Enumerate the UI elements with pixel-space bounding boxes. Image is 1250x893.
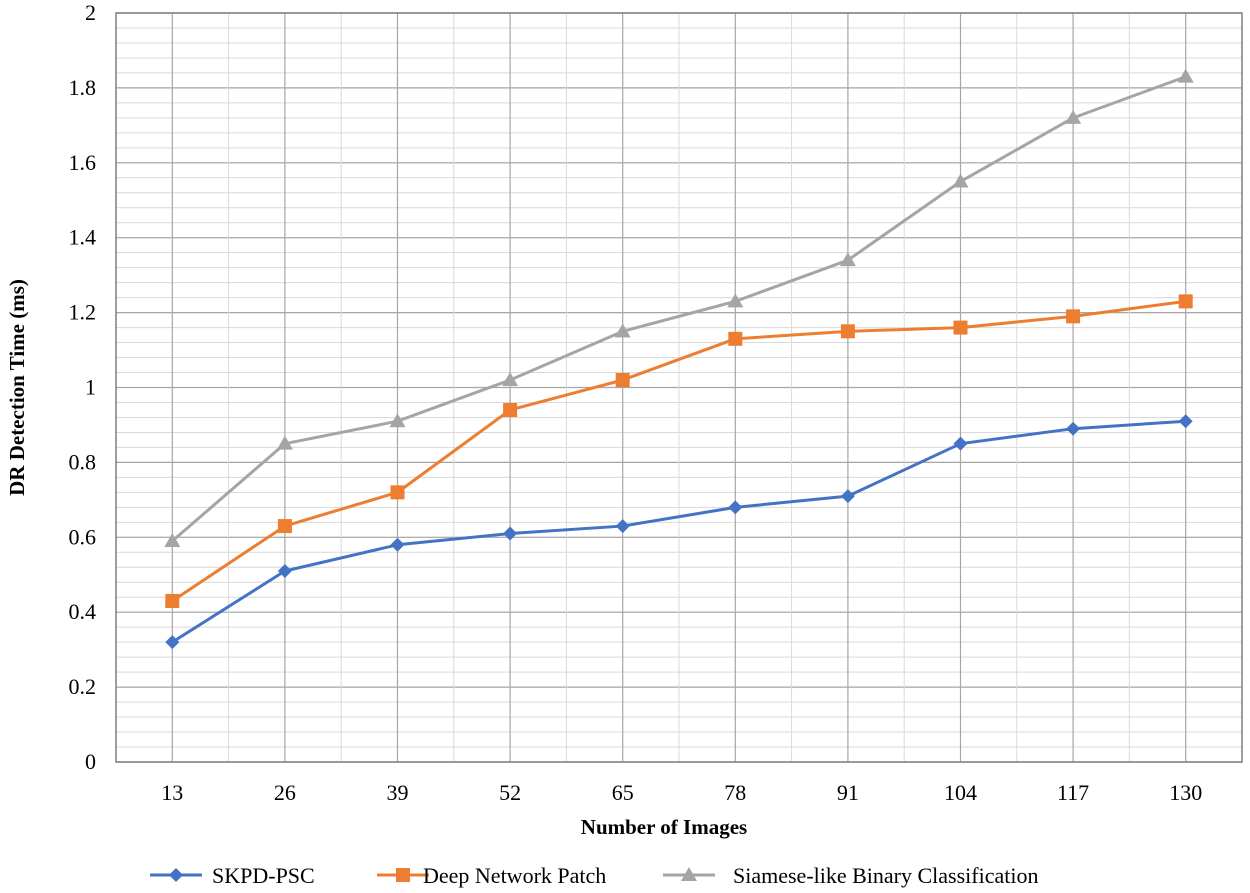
data-point xyxy=(276,435,293,450)
data-point xyxy=(277,564,292,579)
x-tick-label: 13 xyxy=(161,780,183,805)
data-point xyxy=(953,320,968,335)
data-point xyxy=(728,500,743,515)
grid-lines xyxy=(116,12,1242,763)
y-tick-label: 1.8 xyxy=(69,75,97,100)
plot-area-border xyxy=(115,12,1243,763)
series-deep-network-patch xyxy=(165,294,1193,608)
data-point xyxy=(840,324,855,339)
series-line xyxy=(171,299,1186,603)
data-point xyxy=(503,402,518,417)
y-tick-label: 0.6 xyxy=(69,524,97,549)
data-point xyxy=(165,593,180,608)
data-point xyxy=(502,372,519,387)
x-tick-label: 78 xyxy=(724,780,746,805)
legend-item: SKPD-PSC xyxy=(150,863,315,888)
legend-label: Siamese-like Binary Classification xyxy=(733,863,1039,888)
y-tick-label: 0.4 xyxy=(69,599,97,624)
x-axis-title: Number of Images xyxy=(581,815,747,839)
data-point xyxy=(840,489,855,504)
data-point xyxy=(1178,414,1193,429)
y-tick-label: 1.2 xyxy=(69,300,97,325)
series-skpd-psc xyxy=(165,414,1193,650)
data-point xyxy=(952,173,969,188)
y-tick-label: 0.8 xyxy=(69,449,97,474)
y-tick-label: 1 xyxy=(85,375,96,400)
legend-marker xyxy=(396,868,410,882)
data-point xyxy=(165,635,180,650)
y-tick-label: 0 xyxy=(85,749,96,774)
x-tick-label: 104 xyxy=(944,780,977,805)
legend-item: Deep Network Patch xyxy=(377,863,606,888)
y-axis-title: DR Detection Time (ms) xyxy=(5,279,29,496)
legend-item: Siamese-like Binary Classification xyxy=(663,863,1039,888)
legend: SKPD-PSC Deep Network Patch Siamese-like B… xyxy=(150,863,1039,888)
y-tick-label: 1.4 xyxy=(69,225,97,250)
series-siamese-like-binary-classification xyxy=(164,68,1194,548)
data-point xyxy=(839,252,856,267)
y-axis-tick-labels: 0 0.2 0.4 0.6 0.8 1 1.2 1.4 1.6 1.8 2 xyxy=(69,0,97,774)
data-point xyxy=(389,413,406,428)
x-tick-label: 39 xyxy=(387,780,409,805)
data-point xyxy=(614,323,631,338)
series-line xyxy=(171,75,1187,543)
x-tick-label: 65 xyxy=(612,780,634,805)
legend-label: SKPD-PSC xyxy=(212,863,315,888)
data-point xyxy=(1065,109,1082,124)
data-point xyxy=(728,331,743,346)
y-tick-label: 1.6 xyxy=(69,150,97,175)
x-axis-tick-labels: 13 26 39 52 65 78 91 104 117 130 xyxy=(161,780,1202,805)
data-point xyxy=(503,526,518,541)
data-point xyxy=(277,519,292,534)
x-tick-label: 91 xyxy=(837,780,859,805)
x-tick-label: 26 xyxy=(274,780,296,805)
data-point xyxy=(1177,68,1194,83)
data-point xyxy=(1178,294,1193,309)
data-point xyxy=(1066,309,1081,324)
legend-label: Deep Network Patch xyxy=(423,863,606,888)
legend-marker xyxy=(681,867,697,881)
legend-marker xyxy=(169,868,183,882)
y-tick-label: 0.2 xyxy=(69,674,97,699)
series-line xyxy=(171,419,1186,644)
data-point xyxy=(390,485,405,500)
x-tick-label: 117 xyxy=(1057,780,1089,805)
data-point xyxy=(953,436,968,451)
data-series xyxy=(164,68,1194,650)
data-point xyxy=(1066,421,1081,436)
data-point xyxy=(615,519,630,534)
data-point xyxy=(727,293,744,308)
data-point xyxy=(390,537,405,552)
data-point xyxy=(615,373,630,388)
data-point xyxy=(164,533,181,548)
y-tick-label: 2 xyxy=(85,0,96,25)
x-tick-label: 52 xyxy=(499,780,521,805)
x-tick-label: 130 xyxy=(1169,780,1202,805)
